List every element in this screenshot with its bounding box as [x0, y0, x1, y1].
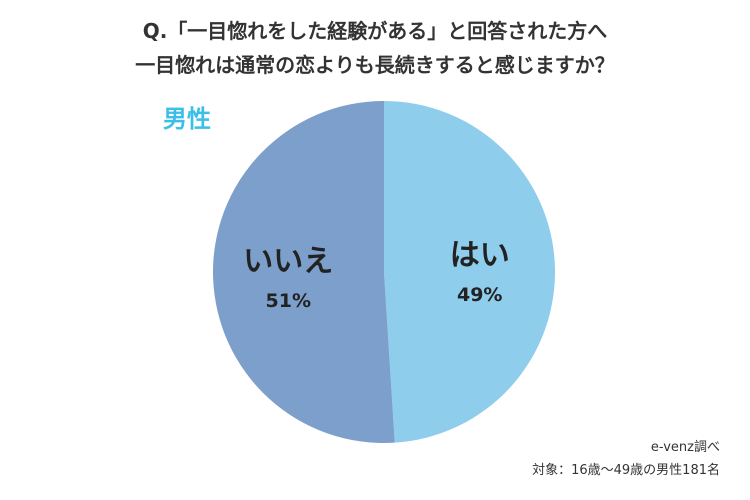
pie-slice-no: [212, 101, 395, 443]
target-note: 対象：16歳〜49歳の男性181名: [532, 463, 720, 478]
slice-label-yes: はい: [450, 238, 510, 273]
source-note: e-venz調べ: [650, 440, 720, 455]
question-line-2: 一目惚れは通常の恋よりも長続きすると感じますか？: [135, 53, 615, 77]
slice-value-no: 51%: [266, 290, 311, 312]
slice-label-no: いいえ: [243, 244, 333, 279]
question-title: Q.「一目惚れをした経験がある」と回答された方へ 一目惚れは通常の恋よりも長続き…: [0, 14, 750, 82]
slice-value-yes: 49%: [457, 284, 502, 306]
question-line-1: Q.「一目惚れをした経験がある」と回答された方へ: [142, 19, 608, 43]
segment-title: 男性: [163, 105, 211, 133]
pie-slice-yes: [384, 101, 555, 443]
chart-footer: e-venz調べ 対象：16歳〜49歳の男性181名: [532, 436, 720, 482]
